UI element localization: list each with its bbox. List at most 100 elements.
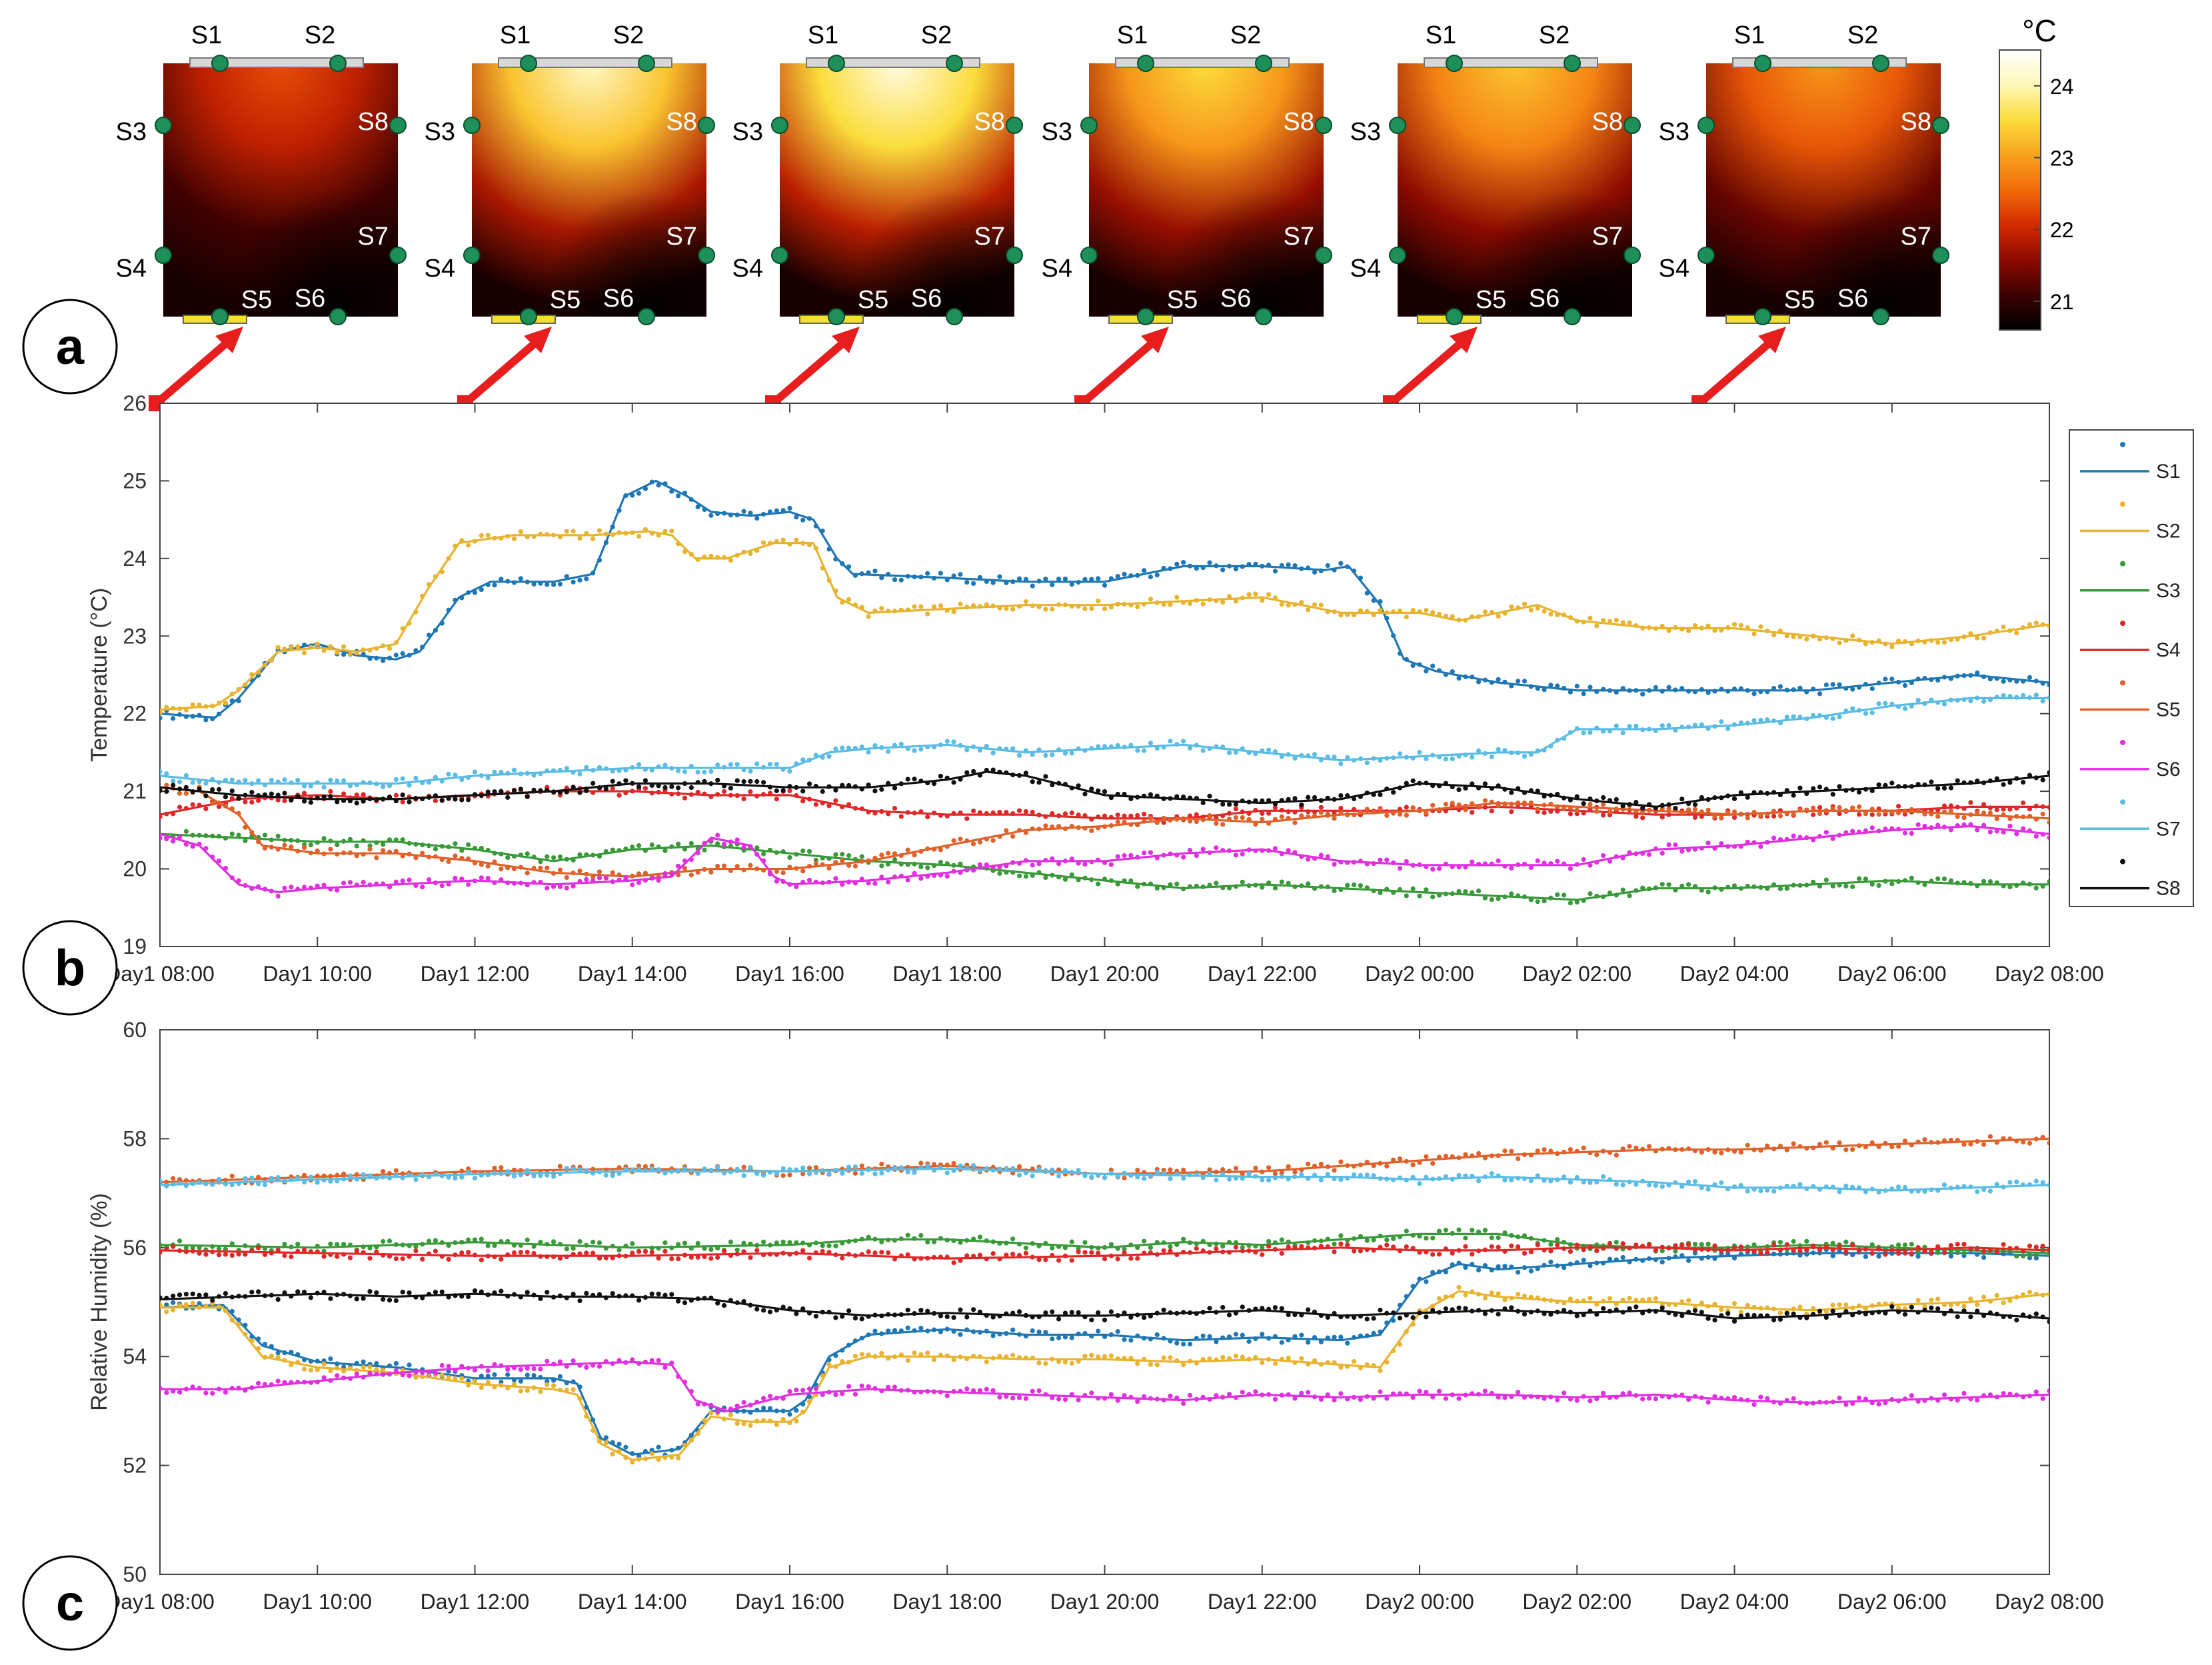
data-point <box>1823 877 1829 882</box>
data-point <box>577 771 582 777</box>
data-point <box>1240 1354 1245 1360</box>
data-point <box>1685 628 1691 633</box>
panel-letter: a <box>22 299 118 395</box>
data-point <box>702 1166 707 1172</box>
data-point <box>1850 706 1855 711</box>
sensor-label: S4 <box>1350 255 1381 283</box>
data-point <box>787 769 792 774</box>
sensor-dot <box>1932 247 1949 264</box>
data-point <box>826 1243 832 1248</box>
data-point <box>1620 887 1626 892</box>
legend-label: S4 <box>2156 639 2181 661</box>
data-point <box>1036 861 1042 866</box>
data-point <box>990 838 996 843</box>
data-point <box>1312 752 1318 757</box>
data-point <box>1620 730 1626 736</box>
data-point <box>2027 1140 2033 1146</box>
data-point <box>1496 1394 1501 1400</box>
time-arrow-head <box>1450 327 1478 353</box>
data-point <box>1987 1188 1993 1194</box>
data-point <box>794 1408 799 1413</box>
data-point <box>1850 1146 1855 1152</box>
data-point <box>1102 606 1108 611</box>
data-point <box>1226 1312 1232 1318</box>
data-point <box>1685 1298 1691 1303</box>
data-point <box>328 777 333 783</box>
sensor-label: S8 <box>666 108 697 136</box>
data-point <box>676 1455 681 1461</box>
series-layer <box>160 1134 2049 1465</box>
data-point <box>1404 614 1409 620</box>
data-point <box>905 1358 910 1363</box>
data-point <box>676 785 681 791</box>
data-point <box>531 1173 537 1178</box>
data-point <box>1430 866 1436 872</box>
data-point <box>780 1166 786 1171</box>
data-point <box>1817 1142 1823 1147</box>
data-point <box>570 529 576 534</box>
data-point <box>2001 693 2006 699</box>
data-point <box>381 1168 386 1174</box>
x-tick-label: Day2 08:00 <box>1995 962 2104 986</box>
data-point <box>820 789 825 795</box>
data-point <box>1056 861 1062 866</box>
data-point <box>203 1292 209 1298</box>
data-point <box>1410 608 1416 613</box>
data-point <box>459 1174 465 1180</box>
data-point <box>925 611 930 617</box>
data-point <box>1364 807 1370 812</box>
data-point <box>1719 841 1724 846</box>
data-point <box>1200 846 1206 852</box>
data-point <box>1883 1310 1888 1316</box>
data-point <box>1666 723 1671 729</box>
data-point <box>1941 1182 1947 1188</box>
data-point <box>1286 848 1291 853</box>
series-S8 <box>160 767 2049 811</box>
data-point <box>472 1175 478 1181</box>
data-point <box>872 1328 878 1334</box>
data-point <box>347 651 353 657</box>
data-point <box>2001 1242 2006 1247</box>
y-tick-label: 52 <box>123 1454 147 1478</box>
data-point <box>721 1302 727 1308</box>
data-point <box>1601 618 1606 623</box>
data-point <box>183 829 189 834</box>
data-point <box>1948 878 1953 883</box>
data-point <box>1653 1182 1658 1188</box>
data-point <box>1410 778 1416 784</box>
panel-letter-circle <box>22 299 118 395</box>
data-point <box>990 1333 996 1338</box>
data-point <box>551 1174 556 1179</box>
data-point <box>1869 825 1875 831</box>
data-point <box>1758 1394 1763 1400</box>
data-point <box>1056 1335 1062 1340</box>
x-tick-label: Day1 20:00 <box>1050 962 1160 986</box>
data-point <box>381 658 386 663</box>
x-tick-label: Day1 10:00 <box>263 962 372 986</box>
data-point <box>1470 1227 1475 1233</box>
series-line <box>160 697 2049 785</box>
data-point <box>2014 1179 2019 1184</box>
data-point <box>275 1174 281 1180</box>
data-point <box>1975 635 1980 641</box>
data-point <box>1082 1240 1088 1245</box>
data-point <box>1889 781 1895 786</box>
data-point <box>229 1252 235 1258</box>
data-point <box>335 887 340 893</box>
data-point <box>557 1374 563 1379</box>
data-point <box>160 769 163 775</box>
data-point <box>1666 628 1671 633</box>
data-point <box>1719 1251 1724 1256</box>
data-point <box>859 1163 864 1168</box>
data-point <box>1168 1248 1173 1254</box>
data-point <box>1181 1362 1186 1368</box>
data-point <box>1004 828 1009 833</box>
data-point <box>531 581 537 587</box>
sensor-label: S4 <box>732 255 763 283</box>
data-point <box>1050 1245 1055 1251</box>
data-point <box>1738 1309 1743 1315</box>
data-point <box>1220 1354 1226 1360</box>
data-point <box>1601 1174 1606 1179</box>
sensor-dot <box>1080 247 1098 264</box>
data-point <box>1902 1184 1908 1190</box>
